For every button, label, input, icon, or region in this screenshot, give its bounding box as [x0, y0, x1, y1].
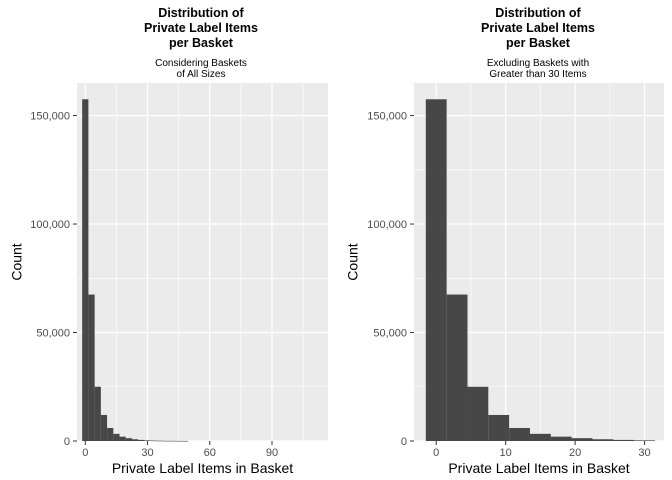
chart-title-line: Distribution of — [158, 6, 244, 20]
chart-2: 0 10 20 30 0 50,000 100,000 150,000 Distribution… — [345, 6, 664, 476]
histogram-bar — [163, 440, 170, 442]
y-tick-label: 50,000 — [373, 328, 407, 340]
histogram-bar — [467, 386, 489, 441]
y-axis-title: Count — [9, 243, 25, 280]
histogram-bar — [529, 433, 551, 441]
y-tick-label: 100,000 — [367, 219, 407, 231]
chart-title-line: Private Label Items — [144, 21, 258, 35]
histogram-bar — [488, 414, 510, 441]
histogram-bar — [113, 433, 120, 441]
chart-1: 0 30 60 90 0 50,000 100,000 150,000 Distribution… — [9, 6, 328, 476]
plot-panel — [77, 83, 328, 441]
histogram-bar — [156, 440, 164, 442]
histogram-bar — [150, 440, 157, 442]
histogram-bar — [550, 436, 572, 441]
y-tick-label: 50,000 — [36, 328, 70, 340]
y-tick-label: 0 — [64, 436, 70, 448]
y-tick-label: 0 — [401, 436, 407, 448]
x-axis-title: Private Label Items in Basket — [112, 460, 293, 476]
histogram-bar — [138, 439, 145, 441]
x-axis-title: Private Label Items in Basket — [448, 460, 629, 476]
histogram-bar — [446, 294, 468, 441]
histogram-bar — [88, 294, 95, 441]
y-tick-label: 150,000 — [30, 111, 70, 123]
x-tick-label: 90 — [266, 447, 278, 459]
histogram-bar — [509, 427, 530, 441]
chart-subtitle-line: Excluding Baskets with — [487, 58, 589, 69]
histogram-bar — [125, 438, 132, 441]
chart-title-line: per Basket — [506, 36, 571, 50]
histogram-bar — [634, 440, 655, 441]
histogram-bar — [82, 99, 89, 441]
chart-subtitle-line: Greater than 30 Items — [489, 69, 586, 80]
x-tick-label: 20 — [569, 447, 581, 459]
y-axis-title: Count — [345, 243, 361, 280]
histogram-bar — [169, 440, 176, 442]
chart-subtitle-line: Considering Baskets — [155, 58, 247, 69]
histogram-bar — [131, 439, 139, 441]
chart-title-line: Private Label Items — [481, 21, 595, 35]
histogram-bar — [181, 440, 188, 442]
x-tick-label: 30 — [141, 447, 153, 459]
y-tick-label: 100,000 — [30, 219, 70, 231]
histogram-bar — [144, 440, 151, 441]
histogram-bar — [119, 436, 126, 441]
histogram-bar — [425, 99, 447, 441]
histogram-bar — [100, 414, 108, 441]
chart-title-line: Distribution of — [495, 6, 581, 20]
histogram-bar — [613, 439, 635, 441]
chart-title-line: per Basket — [169, 36, 234, 50]
histogram-bar — [94, 386, 101, 441]
histogram-bar — [175, 440, 182, 442]
chart-subtitle-line: of All Sizes — [177, 69, 226, 80]
x-tick-label: 10 — [500, 447, 512, 459]
histogram-bar — [571, 438, 593, 441]
x-tick-label: 0 — [82, 447, 88, 459]
x-tick-label: 60 — [204, 447, 216, 459]
x-tick-label: 0 — [433, 447, 439, 459]
histogram-bar — [107, 427, 114, 441]
histogram-bar — [592, 439, 614, 441]
y-tick-label: 150,000 — [367, 111, 407, 123]
x-tick-label: 30 — [638, 447, 650, 459]
